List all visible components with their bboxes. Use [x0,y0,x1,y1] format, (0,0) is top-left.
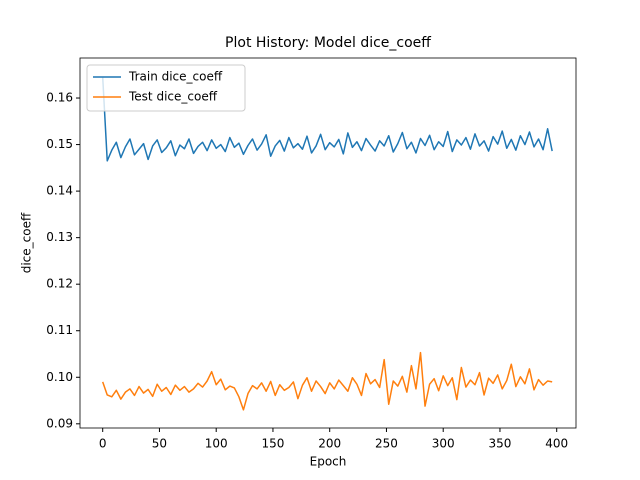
x-tick-label: 0 [99,437,107,451]
y-tick-label: 0.15 [46,137,73,151]
y-axis-label: dice_coeff [20,212,34,273]
legend-label: Train dice_coeff [128,70,223,84]
series-line [101,351,553,411]
y-tick-label: 0.10 [46,370,73,384]
legend-box [86,64,246,112]
y-tick-label: 0.09 [46,416,73,430]
y-tick-label: 0.13 [46,230,73,244]
x-tick-label: 100 [205,437,228,451]
plot-frame [79,57,577,429]
legend-label: Test dice_coeff [128,90,218,104]
x-tick-label: 400 [545,437,568,451]
y-tick-label: 0.16 [46,91,73,105]
y-tick-label: 0.14 [46,184,73,198]
x-tick-label: 150 [261,437,284,451]
x-axis-label: Epoch [310,455,347,469]
chart-title: Plot History: Model dice_coeff [225,35,431,51]
x-tick-label: 350 [489,437,512,451]
x-tick-label: 50 [152,437,167,451]
x-tick-label: 250 [375,437,398,451]
x-tick-label: 300 [432,437,455,451]
series-line [101,77,553,162]
y-tick-label: 0.12 [46,277,73,291]
y-tick-label: 0.11 [46,323,73,337]
x-tick-label: 200 [318,437,341,451]
